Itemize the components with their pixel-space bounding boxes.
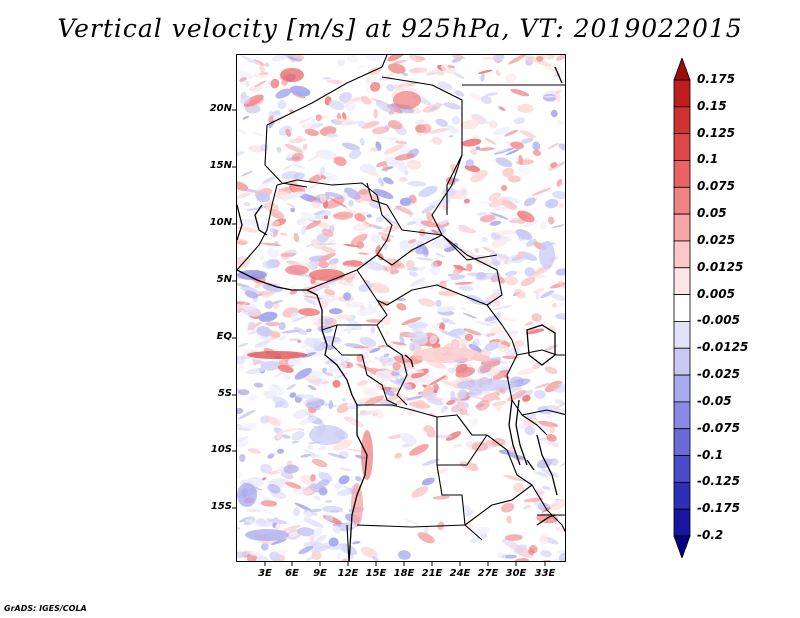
colorbar-label: 0.1 [697,152,719,167]
colorbar-label: 0.175 [697,72,735,86]
y-tick-label: 20N [209,103,232,114]
colorbar-swatch [673,133,691,161]
velocity-field-patches [237,55,565,561]
colorbar-label: -0.2 [697,528,724,542]
colorbar-swatch [673,374,691,403]
colorbar-swatch [673,106,691,135]
y-tick-label: 5S [217,388,232,399]
colorbar-label: 0.05 [697,206,727,221]
colorbar-swatch [673,294,691,322]
colorbar-label: -0.125 [697,474,740,489]
colorbar-label: 0.005 [697,286,735,301]
colorbar-label: -0.025 [697,367,740,382]
x-tick-label: 18E [393,568,415,579]
colorbar-swatch [673,455,691,483]
x-tick-label: 27E [477,568,499,579]
colorbar-swatch [673,186,691,215]
x-tick-label: 3E [258,568,272,579]
colorbar-label: 0.075 [697,179,735,194]
colorbar-swatch [673,240,691,269]
colorbar-label: 0.125 [697,125,735,140]
y-tick-label: 15N [209,160,232,171]
colorbar-label: -0.1 [697,447,724,462]
colorbar-swatch [673,428,691,456]
colorbar-swatch [673,213,691,242]
coastline [237,66,563,561]
colorbar-label: -0.0125 [697,340,749,355]
colorbar-label: 0.15 [697,98,727,113]
x-tick-label: 30E [505,568,527,579]
x-tick-label: 24E [449,568,471,579]
y-tick-label: 10S [210,444,232,455]
colorbar-swatch [673,481,691,510]
colorbar-bottom-triangle [673,535,691,558]
plot-title: Vertical velocity [m/s] at 925hPa, VT: 2… [57,14,743,43]
y-tick-label: 15S [210,501,232,512]
colorbar-label: 0.025 [697,232,735,247]
colorbar-swatch [673,160,691,188]
colorbar-swatch [673,321,691,349]
colorbar-label: -0.075 [697,420,740,435]
x-tick-label: 6E [285,568,299,579]
map-panel [236,54,566,562]
colorbar-swatch [673,267,691,295]
colorbar [673,58,691,558]
velocity-field-map [237,55,565,561]
colorbar-label: -0.005 [697,313,740,328]
x-tick-label: 21E [421,568,443,579]
x-tick-label: 33E [534,568,556,579]
x-tick-label: 9E [313,568,327,579]
colorbar-label: -0.05 [697,393,732,408]
colorbar-swatch [673,508,691,537]
footer-credit: GrADS: IGES/COLA [4,604,87,613]
colorbar-top-triangle [673,58,691,81]
colorbar-label: -0.175 [697,501,740,516]
colorbar-label: 0.0125 [697,259,744,274]
y-tick-label: 10N [209,217,232,228]
colorbar-swatch [673,401,691,430]
colorbar-swatch [673,347,691,376]
colorbar-swatch [673,79,691,108]
country-borders [237,55,565,561]
y-tick-label: 5N [216,274,232,285]
y-tick-label: EQ [216,331,232,342]
x-tick-label: 15E [365,568,387,579]
x-tick-label: 12E [337,568,359,579]
